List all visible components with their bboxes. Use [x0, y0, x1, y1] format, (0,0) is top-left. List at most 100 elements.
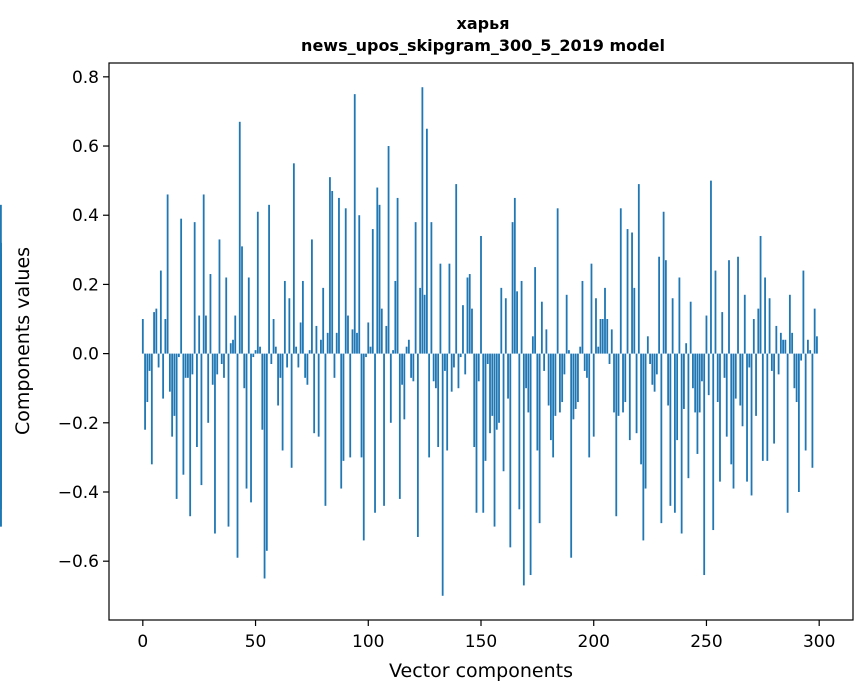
- bar: [642, 353, 645, 541]
- bar: [292, 163, 295, 354]
- bar: [385, 325, 388, 354]
- bar: [250, 353, 252, 503]
- bar: [220, 353, 223, 364]
- bar: [277, 353, 279, 406]
- bar: [369, 346, 372, 354]
- bar: [234, 315, 237, 354]
- x-tick-label: 0: [137, 632, 148, 652]
- bar: [241, 246, 243, 354]
- bar: [308, 350, 311, 354]
- bar: [752, 319, 755, 354]
- bar: [721, 312, 724, 354]
- bar: [802, 270, 805, 354]
- bar: [601, 319, 604, 354]
- chart-subtitle: news_upos_skipgram_300_5_2019 model: [301, 36, 665, 55]
- bar: [196, 353, 198, 448]
- bar: [719, 353, 721, 482]
- bar: [153, 312, 155, 354]
- bar: [367, 322, 370, 354]
- bar: [290, 353, 293, 468]
- bar: [710, 180, 712, 354]
- bar: [252, 353, 255, 358]
- bar: [376, 187, 379, 354]
- bar: [779, 332, 782, 354]
- bar: [423, 294, 426, 354]
- bar: [306, 353, 309, 385]
- bar: [561, 353, 564, 403]
- bar: [243, 353, 246, 389]
- bar: [403, 353, 406, 420]
- bar: [658, 256, 661, 354]
- bar: [622, 353, 624, 413]
- bar: [662, 211, 665, 354]
- bar: [543, 353, 546, 371]
- bar: [468, 274, 471, 354]
- bar: [180, 218, 183, 354]
- bar: [581, 280, 584, 354]
- bar: [522, 353, 525, 586]
- bar: [453, 353, 455, 368]
- bar: [714, 270, 717, 354]
- bar: [389, 353, 392, 423]
- bar: [211, 353, 214, 385]
- bar: [784, 339, 787, 354]
- bar: [716, 353, 719, 403]
- bar: [529, 353, 532, 576]
- bar: [322, 287, 325, 354]
- bar: [534, 267, 537, 354]
- bar: [462, 305, 464, 354]
- bar: [559, 353, 561, 413]
- x-tick-label: 250: [690, 632, 722, 652]
- bar: [477, 353, 480, 382]
- bar: [816, 336, 818, 354]
- bar: [448, 263, 451, 354]
- bar: [615, 353, 618, 517]
- bar: [193, 222, 196, 354]
- bar: [371, 229, 374, 354]
- bar: [182, 353, 185, 475]
- bar: [527, 353, 530, 413]
- bar: [572, 353, 575, 420]
- bar: [554, 353, 557, 416]
- x-tick-label: 200: [578, 632, 610, 652]
- bar: [669, 353, 672, 506]
- bar: [655, 353, 658, 375]
- bar: [475, 353, 478, 513]
- bar: [272, 319, 275, 354]
- bar: [216, 353, 219, 375]
- bar: [207, 353, 210, 423]
- bar: [414, 222, 417, 354]
- bar: [159, 270, 162, 354]
- bar: [577, 353, 579, 403]
- bar: [766, 353, 769, 461]
- bar: [320, 339, 322, 354]
- bar: [563, 353, 566, 375]
- bar: [311, 239, 313, 354]
- bar: [295, 346, 298, 354]
- bar: [340, 353, 343, 489]
- bar: [317, 353, 320, 437]
- bar: [205, 315, 207, 354]
- bar: [444, 353, 446, 371]
- bar: [604, 287, 606, 354]
- x-tick-label: 50: [245, 632, 267, 652]
- bar: [265, 353, 268, 551]
- bar: [247, 277, 250, 354]
- bar: [597, 346, 600, 354]
- bar: [349, 353, 352, 458]
- bar: [378, 204, 381, 354]
- bar: [664, 260, 667, 354]
- bar: [189, 353, 192, 517]
- bar: [232, 339, 234, 354]
- bar: [637, 184, 640, 354]
- y-tick-label: 0.6: [72, 137, 99, 157]
- bar: [288, 298, 291, 354]
- bar: [613, 353, 615, 413]
- bar: [504, 298, 507, 354]
- bar: [588, 353, 591, 458]
- bar: [518, 353, 521, 510]
- bar: [198, 315, 201, 354]
- bar: [586, 353, 588, 378]
- bar: [757, 308, 760, 354]
